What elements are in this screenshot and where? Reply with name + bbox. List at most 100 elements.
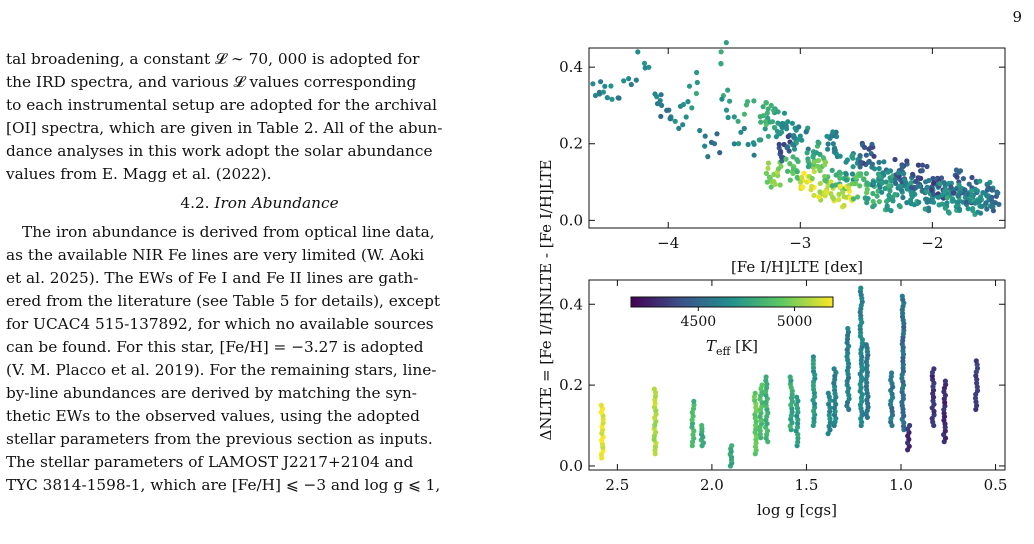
top-data-point: [976, 199, 982, 205]
top-data-point: [791, 133, 797, 139]
top-data-point: [857, 153, 863, 159]
top-data-point: [966, 181, 972, 187]
top-xtick-label: −2: [921, 234, 943, 252]
top-data-point: [823, 159, 829, 165]
top-ytick-label: 0.4: [559, 58, 583, 76]
top-data-point: [811, 192, 817, 198]
top-data-point: [794, 157, 800, 163]
figure-canvas: −4 −3 −2 0.0 0.2 0.4 [Fe I/H]LTE [dex] 2.5 2.0 1…: [537, 40, 1007, 519]
top-data-point: [657, 98, 663, 104]
top-data-point: [910, 171, 916, 177]
top-data-point: [810, 149, 817, 155]
top-data-point: [735, 118, 741, 124]
top-data-point: [871, 180, 877, 186]
bottom-frame: [588, 279, 1006, 471]
top-data-point: [908, 180, 914, 186]
top-data-point: [775, 109, 781, 115]
top-data-point: [817, 167, 823, 173]
top-data-point: [877, 184, 883, 190]
bottom-data-point: [974, 380, 980, 386]
bottom-data-point: [752, 390, 758, 396]
top-data-point: [811, 168, 817, 175]
text-line: as the available NIR Fe lines are very l…: [6, 246, 425, 264]
top-data-point: [778, 154, 785, 160]
top-data-point: [857, 164, 863, 170]
top-data-point: [897, 183, 903, 189]
bottom-data-point: [811, 419, 817, 425]
top-data-point: [957, 185, 963, 191]
top-data-point: [799, 174, 805, 180]
top-data-point: [731, 114, 737, 120]
y-axis-label: ΔNLTE = [Fe I/H]NLTE - [Fe I/H]LTE: [537, 160, 555, 441]
bottom-data-point: [795, 435, 801, 441]
text-line: stellar parameters from the previous sec…: [6, 430, 433, 448]
top-data-point: [598, 79, 604, 85]
top-data-point: [928, 187, 935, 193]
top-data-point: [978, 194, 984, 200]
top-data-point: [850, 164, 856, 170]
top-data-point: [989, 187, 995, 193]
top-data-point: [955, 193, 961, 199]
top-data-point: [871, 153, 877, 159]
bottom-data-point: [810, 357, 816, 363]
top-data-point: [765, 106, 771, 112]
top-data-point: [913, 178, 919, 185]
top-data-point: [969, 174, 975, 181]
top-data-point: [830, 129, 836, 135]
top-data-point: [664, 107, 670, 113]
top-data-point: [965, 206, 971, 212]
top-data-point: [775, 166, 782, 172]
top-data-point: [984, 187, 990, 193]
colorbar-label: Teff [K]: [706, 337, 758, 358]
top-data-point: [919, 162, 926, 168]
top-panel: −4 −3 −2 0.0 0.2 0.4 [Fe I/H]LTE [dex]: [559, 40, 1006, 276]
top-data-point: [817, 189, 823, 195]
top-data-point: [843, 171, 849, 177]
top-data-point: [790, 170, 796, 176]
top-data-point: [951, 190, 957, 196]
top-data-point: [895, 170, 901, 176]
top-data-point: [980, 190, 986, 196]
top-data-point: [805, 164, 811, 170]
bottom-data-point: [863, 342, 869, 348]
top-data-point: [731, 141, 737, 147]
top-data-point: [924, 184, 930, 190]
top-data-point: [901, 171, 907, 177]
text-column: tal broadening, a constant 𝓛 ∼ 70, 000 i…: [6, 48, 513, 497]
top-data-point: [805, 158, 811, 164]
top-data-point: [760, 104, 766, 110]
top-data-point: [825, 183, 831, 189]
top-data-point: [960, 176, 966, 182]
bottom-data-point: [691, 398, 697, 404]
top-data-point: [870, 198, 876, 205]
top-data-point: [787, 161, 793, 167]
top-data-point: [809, 175, 815, 182]
top-data-point: [989, 204, 995, 210]
top-data-point: [785, 168, 791, 174]
top-data-point: [886, 183, 892, 189]
top-data-point: [829, 183, 835, 189]
top-data-point: [942, 205, 948, 211]
top-data-point: [745, 141, 751, 148]
bottom-ytick-label: 0.2: [559, 376, 583, 394]
top-data-point: [870, 190, 876, 197]
top-data-point: [953, 167, 959, 173]
top-data-point: [846, 185, 852, 192]
top-data-point: [774, 128, 781, 135]
top-data-point: [718, 60, 724, 67]
top-data-point: [915, 183, 921, 189]
section-title: Iron Abundance: [214, 194, 339, 212]
top-data-point: [857, 172, 864, 178]
top-data-point: [946, 210, 952, 216]
top-data-point: [815, 157, 822, 164]
top-data-point: [811, 159, 817, 165]
top-data-point: [886, 192, 892, 198]
bottom-data-point: [763, 374, 769, 380]
top-data-point: [996, 201, 1002, 207]
top-data-point: [773, 134, 779, 140]
top-data-point: [849, 171, 856, 177]
top-data-point: [963, 199, 970, 205]
top-data-point: [590, 81, 596, 87]
bottom-data-point: [845, 325, 851, 332]
top-data-point: [779, 129, 785, 135]
